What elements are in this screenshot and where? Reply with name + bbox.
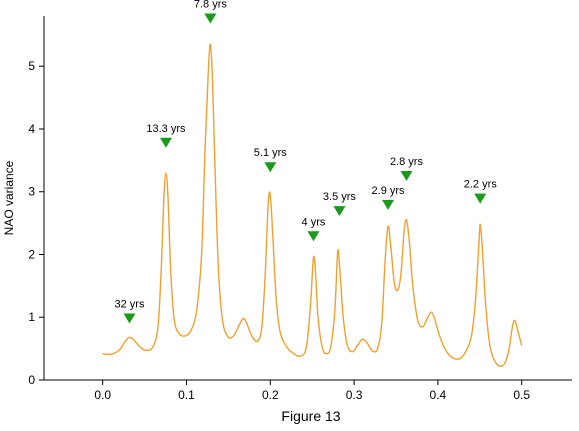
peak-marker xyxy=(159,137,172,148)
series-layer xyxy=(102,43,523,367)
peak-marker xyxy=(474,193,487,204)
y-axis-title: NAO variance xyxy=(2,160,16,235)
y-tick-label: 0 xyxy=(28,373,35,387)
y-tick-label: 3 xyxy=(28,185,35,199)
peak-marker xyxy=(123,313,136,324)
peak-marker xyxy=(400,171,413,182)
peak-label: 3.5 yrs xyxy=(323,191,357,203)
peak-marker xyxy=(307,231,320,242)
peak-label: 13.3 yrs xyxy=(146,123,186,135)
peak-label: 32 yrs xyxy=(115,298,145,310)
figure-caption: Figure 13 xyxy=(281,408,340,424)
peak-label: 2.9 yrs xyxy=(372,185,406,197)
peak-marker xyxy=(382,199,395,210)
peak-label: 7.8 yrs xyxy=(194,0,228,11)
y-tick-label: 2 xyxy=(28,247,35,261)
peak-marker xyxy=(264,162,277,173)
annotation-layer: 32 yrs 13.3 yrs 7.8 yrs 5.1 yrs 4 yrs 3.5 yrs… xyxy=(115,0,498,324)
peak-label: 2.2 yrs xyxy=(464,179,498,191)
x-tick-label: 0.5 xyxy=(513,388,530,402)
peak-label: 5.1 yrs xyxy=(254,147,288,159)
spectrum-line xyxy=(102,43,523,367)
axes xyxy=(43,16,572,381)
x-tick-label: 0.4 xyxy=(430,388,447,402)
peak-marker xyxy=(333,206,346,217)
peak-label: 4 yrs xyxy=(302,216,326,228)
peak-label: 2.8 yrs xyxy=(390,156,424,168)
x-tick-label: 0.0 xyxy=(94,388,111,402)
ticks: 0.0 0.1 0.2 0.3 0.4 0.5 0 1 2 3 4 5 xyxy=(28,59,530,402)
y-tick-label: 5 xyxy=(28,59,35,73)
y-tick-label: 1 xyxy=(28,310,35,324)
x-tick-label: 0.2 xyxy=(262,388,279,402)
x-tick-label: 0.3 xyxy=(346,388,363,402)
x-tick-label: 0.1 xyxy=(178,388,195,402)
peak-marker xyxy=(204,13,217,24)
y-tick-label: 4 xyxy=(28,122,35,136)
